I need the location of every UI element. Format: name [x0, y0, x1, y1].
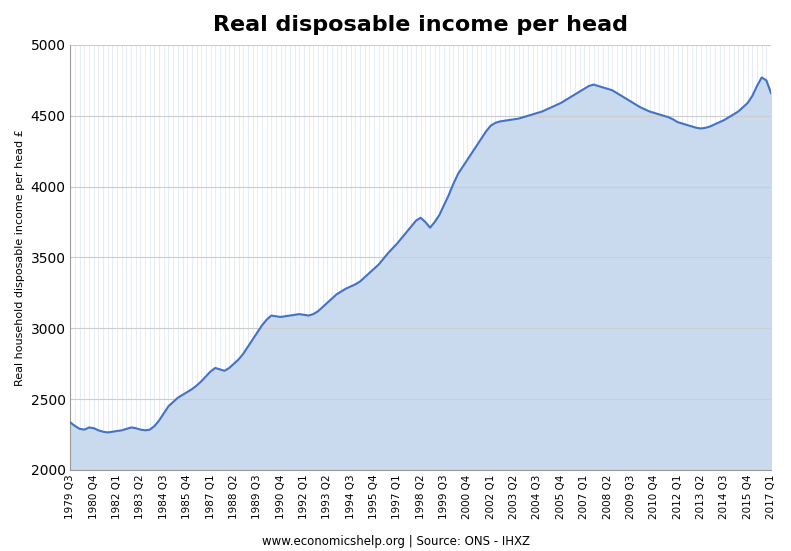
Text: www.economicshelp.org | Source: ONS - IHXZ: www.economicshelp.org | Source: ONS - IH…	[262, 536, 529, 548]
Y-axis label: Real household disposable income per head £: Real household disposable income per hea…	[15, 129, 25, 386]
Title: Real disposable income per head: Real disposable income per head	[214, 15, 628, 35]
